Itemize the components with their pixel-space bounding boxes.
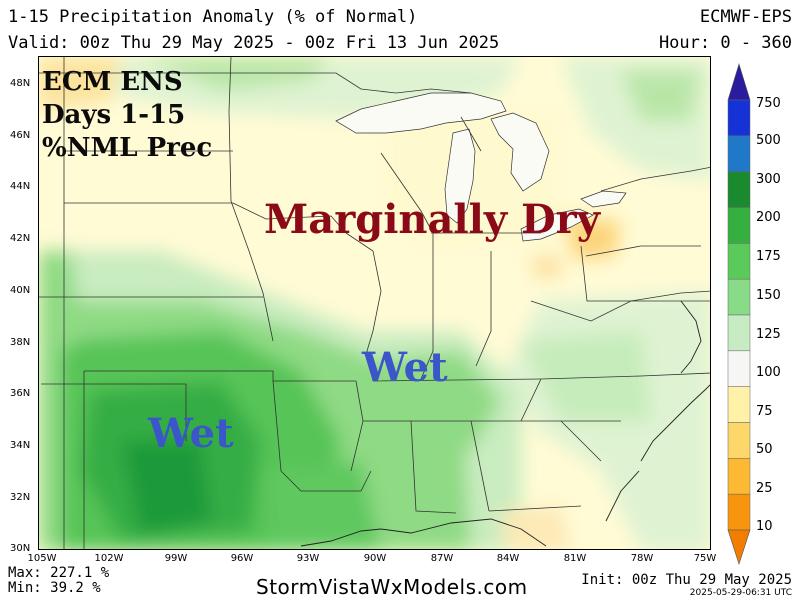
lat-label: 42N [10,233,31,244]
lat-label: 32N [10,492,31,503]
lon-label: 99W [164,553,188,564]
colorbar-segment [727,99,751,137]
lon-label: 81W [563,553,587,564]
wet-region-label: Wet [148,410,234,457]
model-name: ECMWF-EPS [699,7,792,27]
colorbar-label: 75 [756,404,773,419]
lon-label: 90W [363,553,387,564]
dry-region-label: Marginally Dry [264,196,600,243]
lon-label: 105W [27,553,57,564]
colorbar-label: 500 [756,133,781,148]
colorbar-label: 50 [756,442,773,457]
colorbar-segment [727,458,751,495]
colorbar-segment [727,243,751,280]
annotation-line: %NML Prec [42,133,213,163]
colorbar-label: 300 [756,172,781,187]
model-annotation: ECM ENS Days 1-15 %NML Prec [42,66,212,165]
min-value: Min: 39.2 % [8,580,101,596]
colorbar-label: 175 [756,249,781,264]
lon-label: 87W [430,553,454,564]
colorbar-segment [727,207,751,244]
lat-label: 30N [10,543,31,554]
colorbar-label: 150 [756,288,781,303]
lon-label: 78W [630,553,654,564]
max-value: Max: 227.1 % [8,565,110,581]
lat-label: 36N [10,388,31,399]
colorbar-segment [727,171,751,208]
lat-label: 40N [10,285,31,296]
lat-label: 44N [10,181,31,192]
colorbar-label: 25 [756,481,773,496]
colorbar-bottom-arrow [727,529,751,565]
colorbar-segment [727,422,751,459]
annotation-line: Days 1-15 [42,100,186,130]
colorbar-segment [727,314,751,352]
colorbar-label: 125 [756,327,781,342]
map-title: 1-15 Precipitation Anomaly (% of Normal) [8,7,418,27]
colorbar-label: 10 [756,519,773,534]
colorbar-segment [727,278,751,316]
forecast-hours: Hour: 0 - 360 [658,33,792,53]
lon-label: 102W [94,553,124,564]
lon-label: 96W [230,553,254,564]
init-time: Init: 00z Thu 29 May 2025 [581,572,792,588]
lat-label: 48N [10,78,31,89]
colorbar-label: 750 [756,96,781,111]
colorbar [727,62,751,565]
colorbar-segment [727,493,751,531]
lon-label: 75W [693,553,717,564]
lon-label: 84W [496,553,520,564]
colorbar-segment [727,386,751,423]
lat-label: 38N [10,337,31,348]
site-credit: StormVistaWxModels.com [256,575,528,599]
lat-label: 46N [10,130,31,141]
colorbar-label: 200 [756,210,781,225]
colorbar-segment [727,350,751,387]
precip-anomaly-map [38,56,711,550]
colorbar-label: 100 [756,365,781,380]
wet-region-label: Wet [362,344,448,391]
timestamp: 2025-05-29-06:31 UTC [689,588,792,598]
valid-period: Valid: 00z Thu 29 May 2025 - 00z Fri 13 … [8,33,500,53]
lon-label: 93W [296,553,320,564]
lat-label: 34N [10,440,31,451]
colorbar-top-arrow [727,62,751,101]
annotation-line: ECM ENS [42,67,183,97]
colorbar-segment [727,135,751,172]
